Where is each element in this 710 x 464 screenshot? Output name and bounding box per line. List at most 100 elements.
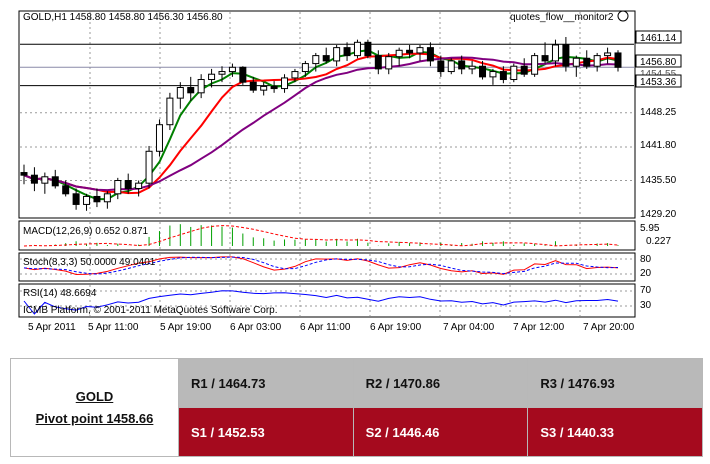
candle-body bbox=[301, 63, 309, 73]
stochastic-lines bbox=[20, 256, 634, 276]
candle-body bbox=[551, 44, 559, 62]
time-label: 5 Apr 19:00 bbox=[160, 322, 212, 333]
candle-body bbox=[239, 66, 247, 83]
time-label: 7 Apr 04:00 bbox=[443, 322, 495, 333]
candle-body bbox=[176, 86, 184, 99]
candle-body bbox=[353, 41, 361, 57]
candle-body bbox=[312, 55, 320, 65]
candle-body bbox=[531, 55, 539, 75]
macd-tick: 0.227 bbox=[646, 236, 671, 247]
stoch-k bbox=[23, 256, 619, 276]
candle-body bbox=[468, 65, 476, 70]
candle-body bbox=[499, 71, 507, 81]
candle-body bbox=[135, 182, 143, 189]
candle-body bbox=[593, 55, 601, 67]
time-label: 6 Apr 19:00 bbox=[370, 322, 422, 333]
price-tick: 1429.20 bbox=[640, 209, 677, 220]
pivot-symbol-cell: GOLD Pivot point 1458.66 bbox=[10, 358, 179, 457]
stoch-tick: 20 bbox=[640, 268, 652, 279]
symbol-name: GOLD bbox=[75, 388, 114, 404]
candle-body bbox=[489, 71, 497, 78]
candle-body bbox=[103, 193, 111, 203]
rsi-tick: 30 bbox=[640, 300, 652, 311]
price-tick: 1461.14 bbox=[640, 33, 677, 44]
candle-body bbox=[197, 79, 205, 94]
stoch-tick: 80 bbox=[640, 254, 652, 265]
price-axis: 1461.14 1456.80 1454.55 1453.36 1448.25 … bbox=[635, 30, 682, 220]
time-label: 6 Apr 03:00 bbox=[230, 322, 282, 333]
pivot-table: GOLD Pivot point 1458.66 R1 / 1464.73 R2… bbox=[10, 358, 703, 457]
candle-body bbox=[562, 44, 570, 67]
moving-average bbox=[23, 56, 619, 192]
chart-header: GOLD,H1 1458.80 1458.80 1456.30 1456.80 bbox=[23, 12, 223, 23]
candle-body bbox=[114, 180, 122, 195]
pivot-point: Pivot point 1458.66 bbox=[35, 410, 154, 426]
candle-body bbox=[93, 195, 101, 203]
candle-body bbox=[41, 176, 49, 184]
candle-body bbox=[395, 49, 403, 58]
price-tick: 1435.50 bbox=[640, 175, 677, 186]
stoch-label: Stoch(8,3,3) 50.0000 49.0401 bbox=[23, 257, 156, 268]
smiley-icon[interactable] bbox=[617, 10, 629, 22]
support-s1: S1 / 1452.53 bbox=[178, 407, 354, 457]
price-tick: 1453.36 bbox=[640, 77, 677, 88]
price-tick: 1441.80 bbox=[640, 140, 677, 151]
candle-body bbox=[437, 60, 445, 73]
support-s2: S2 / 1446.46 bbox=[352, 407, 529, 457]
candle-body bbox=[270, 85, 278, 90]
candle-body bbox=[145, 150, 153, 184]
rsi-label: RSI(14) 48.6694 bbox=[23, 288, 97, 299]
price-pane bbox=[18, 10, 636, 219]
moving-average-lines bbox=[23, 49, 619, 201]
candle-body bbox=[479, 65, 487, 78]
candle-body bbox=[20, 172, 28, 176]
candle-body bbox=[30, 174, 38, 184]
time-label: 5 Apr 11:00 bbox=[88, 322, 139, 333]
indicator-label: quotes_flow__monitor2 bbox=[510, 12, 614, 23]
copyright: ICMB Platform, © 2001-2011 MetaQuotes So… bbox=[23, 305, 278, 316]
candle-body bbox=[447, 60, 455, 73]
candle-body bbox=[208, 73, 216, 81]
candle-body bbox=[322, 55, 330, 62]
candle-body bbox=[520, 65, 528, 75]
support-s3: S3 / 1440.33 bbox=[527, 407, 703, 457]
candle-body bbox=[510, 65, 518, 81]
candle-body bbox=[155, 124, 163, 152]
price-tick: 1448.25 bbox=[640, 107, 677, 118]
candle-body bbox=[541, 55, 549, 62]
macd-tick: 5.95 bbox=[640, 223, 660, 234]
candle-body bbox=[364, 41, 372, 57]
candle-body bbox=[218, 71, 226, 75]
rsi-tick: 70 bbox=[640, 285, 652, 296]
macd-signal bbox=[23, 225, 619, 247]
candle-body bbox=[406, 49, 414, 54]
candle-body bbox=[343, 47, 351, 57]
rsi-line bbox=[20, 290, 634, 315]
moving-average bbox=[23, 52, 619, 195]
candle-body bbox=[228, 66, 236, 73]
candle-body bbox=[583, 57, 591, 67]
macd-label: MACD(12,26,9) 0.652 0.871 bbox=[23, 226, 149, 237]
rsi-series bbox=[23, 290, 619, 315]
resistance-r1: R1 / 1464.73 bbox=[178, 358, 354, 408]
candle-body bbox=[281, 77, 289, 90]
resistance-r2: R2 / 1470.86 bbox=[352, 358, 529, 408]
candle-body bbox=[614, 52, 622, 68]
time-axis: 5 Apr 2011 5 Apr 11:00 5 Apr 19:00 6 Apr… bbox=[28, 322, 635, 333]
time-label: 7 Apr 12:00 bbox=[513, 322, 565, 333]
candle-body bbox=[249, 81, 257, 91]
candlestick-series bbox=[20, 37, 622, 211]
candle-body bbox=[166, 97, 174, 126]
candle-body bbox=[62, 185, 70, 195]
stoch-d bbox=[23, 256, 619, 275]
candle-body bbox=[374, 55, 382, 70]
candle-body bbox=[458, 60, 466, 70]
price-chart: GOLD,H1 1458.80 1458.80 1456.30 1456.80 … bbox=[18, 10, 682, 333]
price-tick: 1456.80 bbox=[640, 57, 677, 68]
grid-lines bbox=[20, 12, 634, 316]
candle-body bbox=[385, 56, 393, 70]
candle-body bbox=[260, 85, 268, 91]
candle-body bbox=[124, 180, 132, 189]
resistance-r3: R3 / 1476.93 bbox=[527, 358, 703, 408]
candle-body bbox=[333, 47, 341, 62]
